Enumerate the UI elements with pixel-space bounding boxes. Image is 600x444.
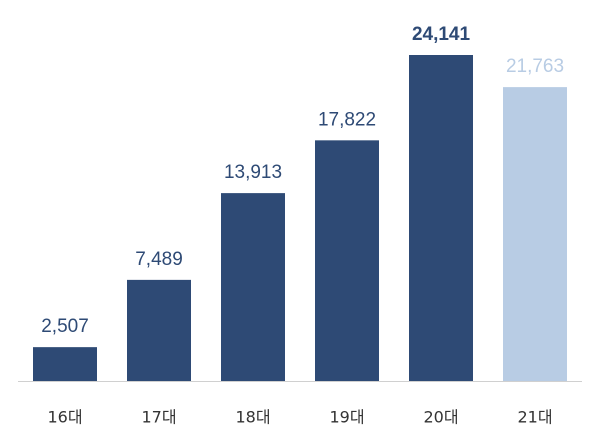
value-label: 2,507 [41,316,89,337]
bar [127,279,191,381]
x-tick-label: 19대 [329,408,364,427]
value-label: 7,489 [135,249,183,270]
value-label: 17,822 [318,109,376,130]
x-tick-label: 21대 [517,408,552,427]
bar [503,87,567,382]
x-tick-label: 16대 [47,408,82,427]
x-tick-label: 20대 [423,408,458,427]
bar [33,347,97,381]
bar [221,193,285,381]
x-tick-label: 17대 [141,408,176,427]
bar [409,55,473,381]
bar [315,140,379,381]
x-tick-label: 18대 [235,408,270,427]
value-label: 13,913 [224,162,282,183]
value-label: 24,141 [412,24,471,45]
value-label: 21,763 [506,56,564,77]
